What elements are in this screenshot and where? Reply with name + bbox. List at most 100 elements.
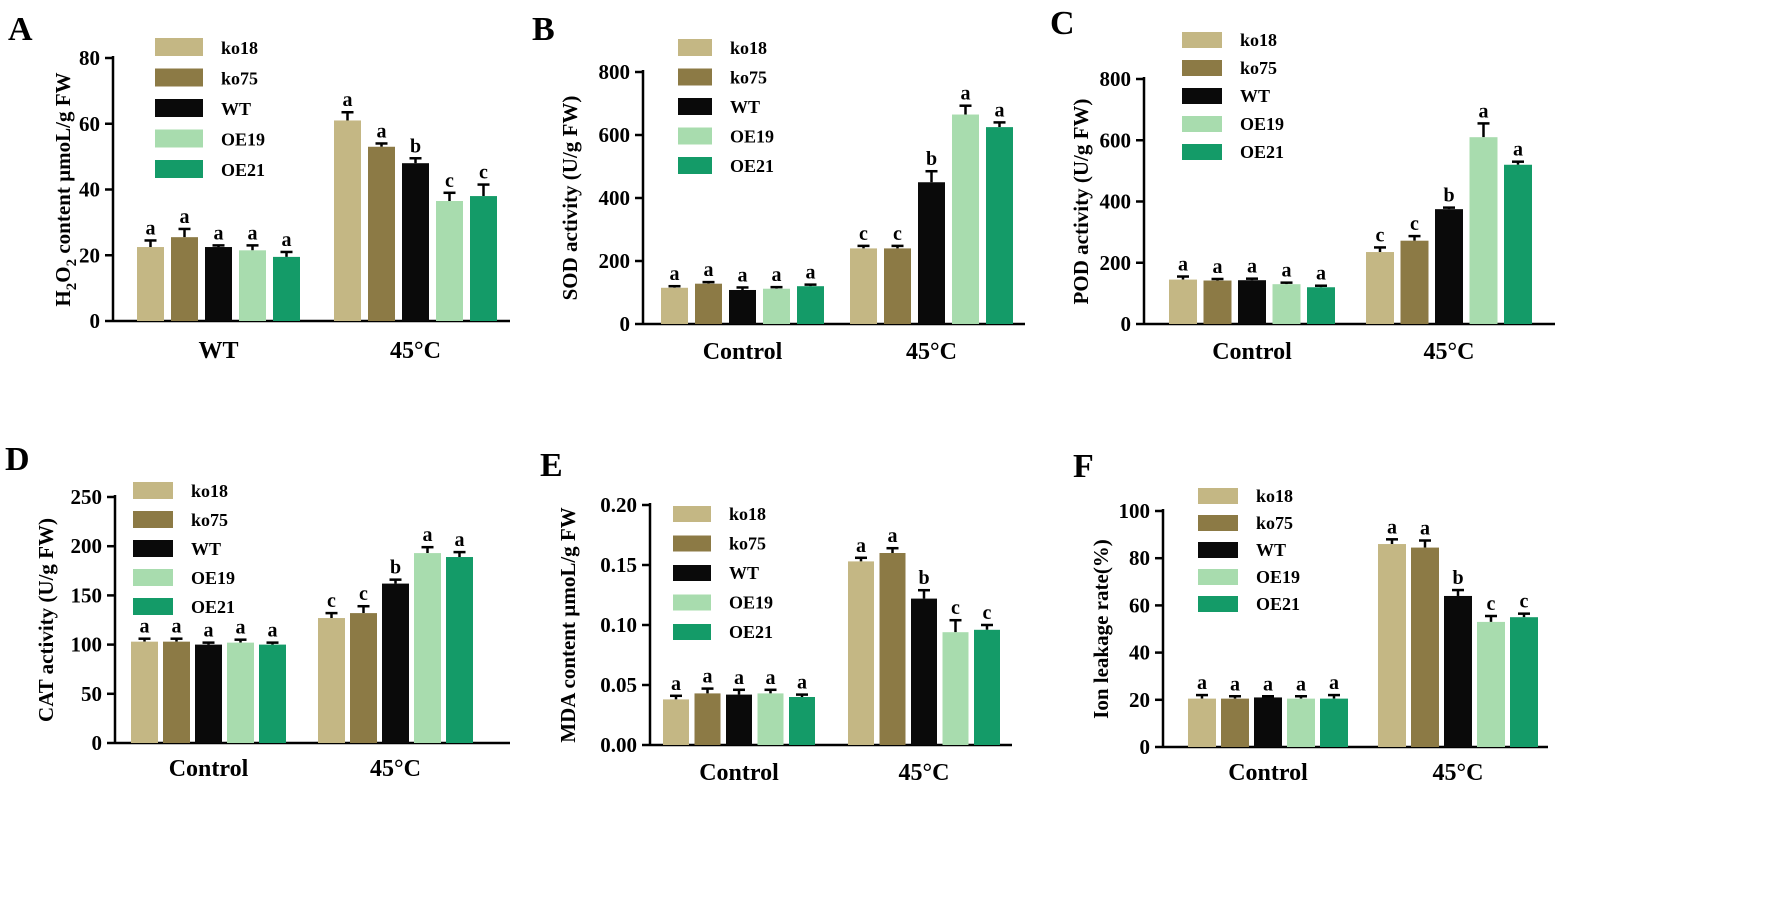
legend-swatch-OE19 (133, 569, 173, 586)
bar-ko18 (663, 699, 689, 745)
y-tick-label: 80 (1129, 546, 1150, 570)
legend-swatch-ko75 (678, 68, 712, 86)
significance-letter: a (1420, 518, 1430, 540)
significance-letter: a (140, 616, 150, 638)
x-category-label: 45°C (906, 339, 957, 365)
bar-WT (1444, 595, 1472, 747)
legend-swatch-ko75 (1198, 515, 1238, 531)
bar-WT (1254, 697, 1282, 747)
significance-letter: a (146, 217, 156, 239)
significance-letter: a (1213, 256, 1223, 278)
significance-letter: c (479, 162, 488, 184)
legend-label: OE19 (730, 127, 774, 147)
significance-letter: a (1282, 260, 1292, 282)
legend-swatch-ko18 (133, 482, 173, 499)
legend-swatch-ko18 (155, 38, 203, 56)
panel-letter: F (1073, 448, 1094, 485)
bar-OE21 (1510, 617, 1538, 747)
bar-ko75 (694, 693, 721, 745)
legend-swatch-ko75 (673, 535, 711, 552)
significance-letter: b (410, 135, 421, 157)
significance-letter: a (1230, 673, 1240, 695)
bar-ko18 (131, 641, 158, 743)
significance-letter: a (1197, 672, 1207, 694)
x-category-label: Control (169, 756, 249, 782)
y-tick-label: 40 (79, 178, 100, 202)
bar-ko75 (1203, 280, 1232, 324)
y-tick-label: 0 (1121, 312, 1132, 336)
significance-letter: a (236, 617, 246, 639)
bar-WT (726, 694, 752, 745)
panel-letter: A (8, 11, 33, 48)
significance-letter: c (1410, 213, 1419, 235)
significance-letter: a (1178, 254, 1188, 276)
y-axis-label: MDA content µmoL/g FW (556, 507, 580, 743)
y-tick-label: 50 (81, 682, 102, 706)
y-tick-label: 0.10 (600, 613, 637, 637)
bar-ko18 (1378, 544, 1406, 747)
x-category-label: 45°C (899, 760, 950, 786)
bar-WT (729, 289, 756, 324)
significance-letter: a (204, 620, 214, 642)
bar-OE19 (1477, 621, 1505, 747)
bar-ko75 (350, 613, 377, 743)
legend-label: ko18 (730, 38, 767, 58)
significance-letter: a (961, 83, 971, 105)
significance-letter: a (856, 535, 866, 557)
legend-label: ko18 (221, 38, 258, 58)
y-axis-label: SOD activity (U/g FW) (558, 96, 582, 301)
significance-letter: a (670, 263, 680, 285)
x-category-label: Control (1212, 339, 1292, 365)
y-tick-label: 0 (620, 312, 631, 336)
y-tick-label: 150 (71, 583, 103, 607)
legend-label: ko18 (191, 481, 228, 501)
significance-letter: a (282, 229, 292, 251)
bar-OE21 (470, 196, 497, 321)
bar-WT (205, 247, 232, 321)
panel-letter: E (540, 447, 563, 484)
y-tick-label: 0 (92, 731, 103, 755)
significance-letter: c (359, 583, 368, 605)
significance-letter: c (445, 170, 454, 192)
legend-label: WT (729, 563, 759, 583)
x-category-label: Control (703, 339, 783, 365)
legend-swatch-OE21 (155, 160, 203, 178)
legend-label: WT (1256, 540, 1286, 560)
y-tick-label: 100 (1119, 499, 1151, 523)
bar-OE19 (1272, 284, 1301, 324)
significance-letter: a (671, 673, 681, 695)
y-tick-label: 100 (71, 633, 103, 657)
y-tick-label: 0 (90, 309, 101, 333)
y-axis-label: CAT activity (U/g FW) (34, 518, 58, 722)
legend-swatch-ko75 (133, 511, 173, 528)
significance-letter: c (951, 597, 960, 619)
significance-letter: a (1263, 673, 1273, 695)
x-category-label: WT (198, 338, 238, 364)
significance-letter: a (377, 120, 387, 142)
significance-letter: c (1520, 591, 1529, 613)
bar-ko18 (137, 247, 164, 321)
bar-ko75 (1411, 547, 1439, 747)
legend-label: WT (1240, 86, 1270, 106)
y-tick-label: 0.00 (600, 733, 637, 757)
significance-letter: c (1376, 224, 1385, 246)
bar-ko18 (850, 248, 877, 324)
panel-B: B 0 200 400 600 800 SOD activity (U/g FW) a a a a a… (532, 11, 1025, 365)
bar-OE21 (273, 256, 300, 321)
y-tick-label: 60 (1129, 593, 1150, 617)
significance-letter: a (1479, 100, 1489, 122)
bar-WT (1238, 280, 1266, 324)
y-tick-label: 200 (71, 534, 103, 558)
significance-letter: a (772, 264, 782, 286)
bar-OE19 (1287, 698, 1315, 747)
legend-swatch-WT (1198, 542, 1238, 558)
legend-label: OE19 (221, 130, 265, 150)
bar-WT (918, 182, 945, 324)
legend-label: ko75 (1256, 513, 1293, 533)
bar-OE21 (1320, 698, 1348, 747)
legend-label: ko75 (221, 69, 258, 89)
significance-letter: a (704, 259, 714, 281)
y-tick-label: 60 (79, 112, 100, 136)
y-axis-label: H2O2 content µmoL/g FW (51, 72, 80, 306)
